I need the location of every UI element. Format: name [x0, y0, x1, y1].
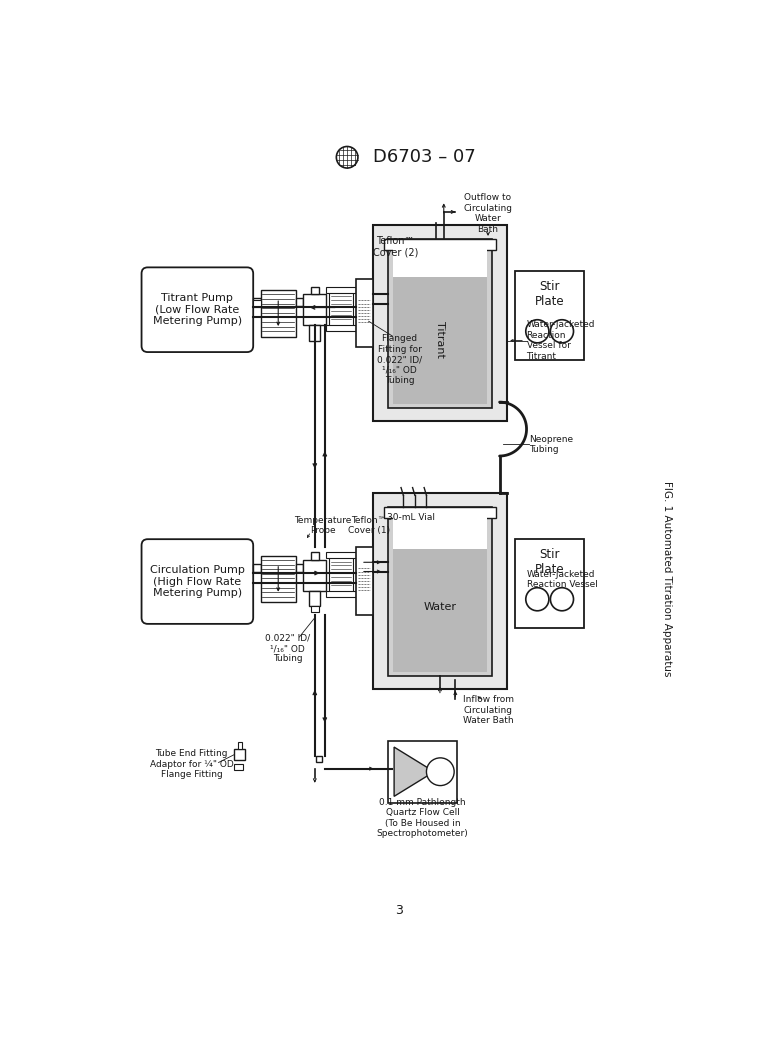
Bar	[356, 547, 373, 614]
Bar	[388, 238, 492, 408]
Text: 30-mL Vial: 30-mL Vial	[387, 513, 435, 523]
Bar	[393, 511, 487, 671]
Bar	[261, 556, 296, 603]
Bar	[329, 291, 352, 327]
Bar	[515, 539, 584, 628]
Circle shape	[526, 588, 548, 611]
Text: Outflow to
Circulating
Water
Bath: Outflow to Circulating Water Bath	[464, 194, 513, 233]
Circle shape	[550, 588, 573, 611]
FancyBboxPatch shape	[142, 268, 253, 352]
Text: Teflon™
Cover (2): Teflon™ Cover (2)	[373, 235, 419, 257]
Bar	[310, 325, 321, 340]
Bar	[253, 564, 261, 572]
FancyBboxPatch shape	[142, 539, 253, 624]
Bar	[303, 295, 326, 325]
Bar	[326, 591, 356, 596]
Bar	[373, 225, 507, 422]
Text: Titrant Pump
(Low Flow Rate
Metering Pump): Titrant Pump (Low Flow Rate Metering Pum…	[152, 294, 242, 326]
Bar	[326, 325, 356, 331]
Text: Stir
Plate: Stir Plate	[534, 549, 565, 577]
Bar	[253, 298, 261, 306]
Text: Titrant: Titrant	[435, 321, 445, 357]
Bar	[234, 748, 246, 760]
Bar	[356, 279, 373, 347]
Bar	[388, 741, 457, 803]
Text: Temperature
Probe: Temperature Probe	[294, 515, 351, 535]
Bar	[393, 244, 487, 277]
Circle shape	[550, 320, 573, 342]
Bar	[296, 564, 303, 572]
Bar	[311, 553, 319, 560]
Text: D6703 – 07: D6703 – 07	[373, 148, 475, 167]
Bar	[261, 290, 296, 336]
Text: Flanged
Fitting for
0.022" ID/
¹/₁₆" OD
Tubing: Flanged Fitting for 0.022" ID/ ¹/₁₆" OD …	[377, 334, 422, 385]
Text: Water: Water	[423, 602, 457, 612]
Bar	[311, 606, 319, 612]
Text: Water-Jacketed
Reaction
Vessel for
Titrant: Water-Jacketed Reaction Vessel for Titra…	[527, 321, 595, 360]
Text: Inflow from
Circulating
Water Bath: Inflow from Circulating Water Bath	[463, 695, 513, 725]
Bar	[326, 553, 356, 558]
Bar	[393, 244, 487, 404]
Text: 0.1 mm Pathlength
Quartz Flow Cell
(To Be Housed in
Spectrophotometer): 0.1 mm Pathlength Quartz Flow Cell (To B…	[377, 797, 468, 838]
Text: 0.022" ID/
¹/₁₆" OD
Tubing: 0.022" ID/ ¹/₁₆" OD Tubing	[265, 634, 310, 663]
Bar	[329, 557, 352, 592]
Bar	[515, 272, 584, 360]
Bar	[253, 301, 261, 307]
Text: Circulation Pump
(High Flow Rate
Metering Pump): Circulation Pump (High Flow Rate Meterin…	[150, 565, 245, 599]
Bar	[296, 298, 303, 306]
Bar	[384, 507, 496, 518]
Bar	[326, 286, 356, 293]
Text: Neoprene
Tubing: Neoprene Tubing	[529, 435, 573, 454]
Bar	[384, 238, 496, 251]
Bar	[317, 757, 323, 762]
Polygon shape	[394, 747, 434, 796]
Circle shape	[526, 320, 548, 342]
Text: Stir
Plate: Stir Plate	[534, 280, 565, 308]
Bar	[238, 742, 242, 748]
Circle shape	[426, 758, 454, 786]
Bar	[303, 560, 326, 591]
Text: FIG. 1 Automated Titration Apparatus: FIG. 1 Automated Titration Apparatus	[662, 482, 672, 677]
Text: Teflon™
Cover (1): Teflon™ Cover (1)	[348, 515, 390, 535]
Text: Tube End Fitting
Adaptor for ¼" OD
Flange Fitting: Tube End Fitting Adaptor for ¼" OD Flang…	[149, 750, 233, 779]
Circle shape	[336, 147, 358, 168]
Text: Water-Jacketed
Reaction Vessel: Water-Jacketed Reaction Vessel	[527, 569, 598, 589]
Bar	[373, 493, 507, 689]
Bar	[393, 511, 487, 550]
Bar	[311, 286, 319, 295]
Text: 3: 3	[394, 904, 403, 917]
Bar	[234, 764, 244, 770]
Bar	[388, 507, 492, 677]
Bar	[310, 591, 321, 606]
